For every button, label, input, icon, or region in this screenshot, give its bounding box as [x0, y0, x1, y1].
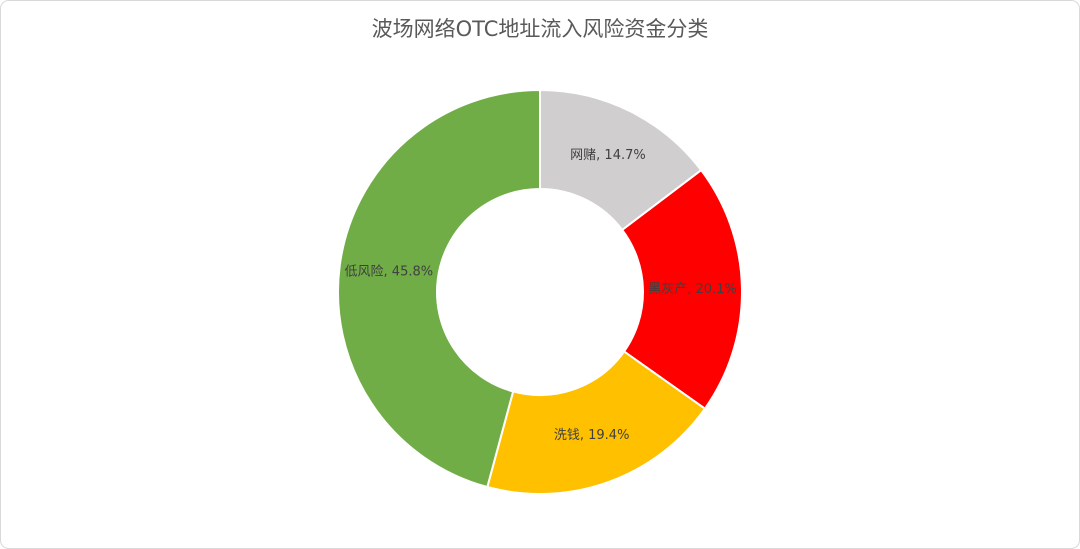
data-label: 网赌, 14.7% [570, 148, 646, 163]
data-label: 黑灰产, 20.1% [648, 282, 737, 297]
data-label: 低风险, 45.8% [345, 264, 434, 279]
data-label: 洗钱, 19.4% [554, 428, 630, 443]
donut-slice [337, 88, 541, 489]
donut-slice [620, 168, 743, 411]
donut-slice [486, 350, 707, 495]
chart-title: 波场网络OTC地址流入风险资金分类 [372, 17, 709, 41]
